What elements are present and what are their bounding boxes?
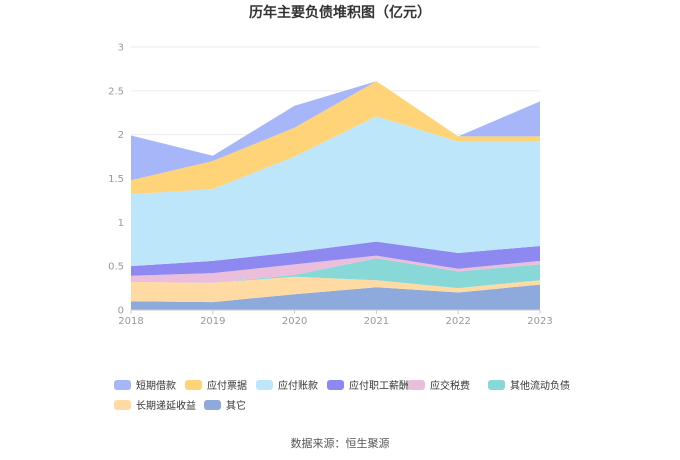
legend-label: 其它 [226, 399, 246, 412]
legend-swatch [488, 380, 505, 390]
legend-label: 长期递延收益 [136, 399, 196, 412]
legend-label: 短期借款 [136, 379, 176, 392]
x-tick-label: 2018 [118, 316, 143, 327]
data-source-note: 数据来源：恒生聚源 [291, 436, 390, 450]
y-tick-label: 2.5 [108, 86, 124, 97]
legend-swatch [114, 380, 131, 390]
x-tick-label: 2019 [200, 316, 225, 327]
legend-swatch [204, 400, 221, 410]
area-应交税费 [131, 255, 540, 283]
x-tick-label: 2023 [527, 316, 552, 327]
y-tick-label: 0 [118, 306, 124, 317]
y-tick-label: 3 [118, 43, 124, 54]
area-其他流动负债 [131, 258, 540, 289]
y-tick-label: 1.5 [108, 174, 124, 185]
area-其它 [131, 284, 540, 310]
area-短期借款 [131, 81, 540, 181]
area-应付职工薪酬 [131, 241, 540, 276]
y-tick-label: 2 [118, 130, 124, 141]
legend-swatch [114, 400, 131, 410]
area-series [131, 81, 540, 310]
axes: 0 0.5 1 1.5 2 2.5 3 2018 2019 2020 2021 2022 2023 [108, 43, 553, 328]
y-tick-label: 1 [118, 218, 124, 229]
chart-title: 历年主要负债堆积图（亿元） [249, 4, 431, 21]
legend-label: 应付票据 [207, 379, 247, 392]
area-长期递延收益 [131, 276, 540, 303]
area-应付账款 [131, 116, 540, 267]
legend-swatch [408, 380, 425, 390]
x-tick-label: 2021 [364, 316, 389, 327]
area-应付票据 [131, 81, 540, 195]
legend-swatch [327, 380, 344, 390]
x-tick-label: 2020 [282, 316, 307, 327]
legend-label: 其他流动负债 [510, 379, 570, 392]
y-tick-label: 0.5 [108, 262, 124, 273]
legend-label: 应付账款 [278, 379, 318, 392]
legend-swatch [185, 380, 202, 390]
x-tick-label: 2022 [445, 316, 470, 327]
legend-swatch [256, 380, 273, 390]
legend-label: 应交税费 [430, 379, 470, 392]
legend-label: 应付职工薪酬 [349, 379, 409, 392]
